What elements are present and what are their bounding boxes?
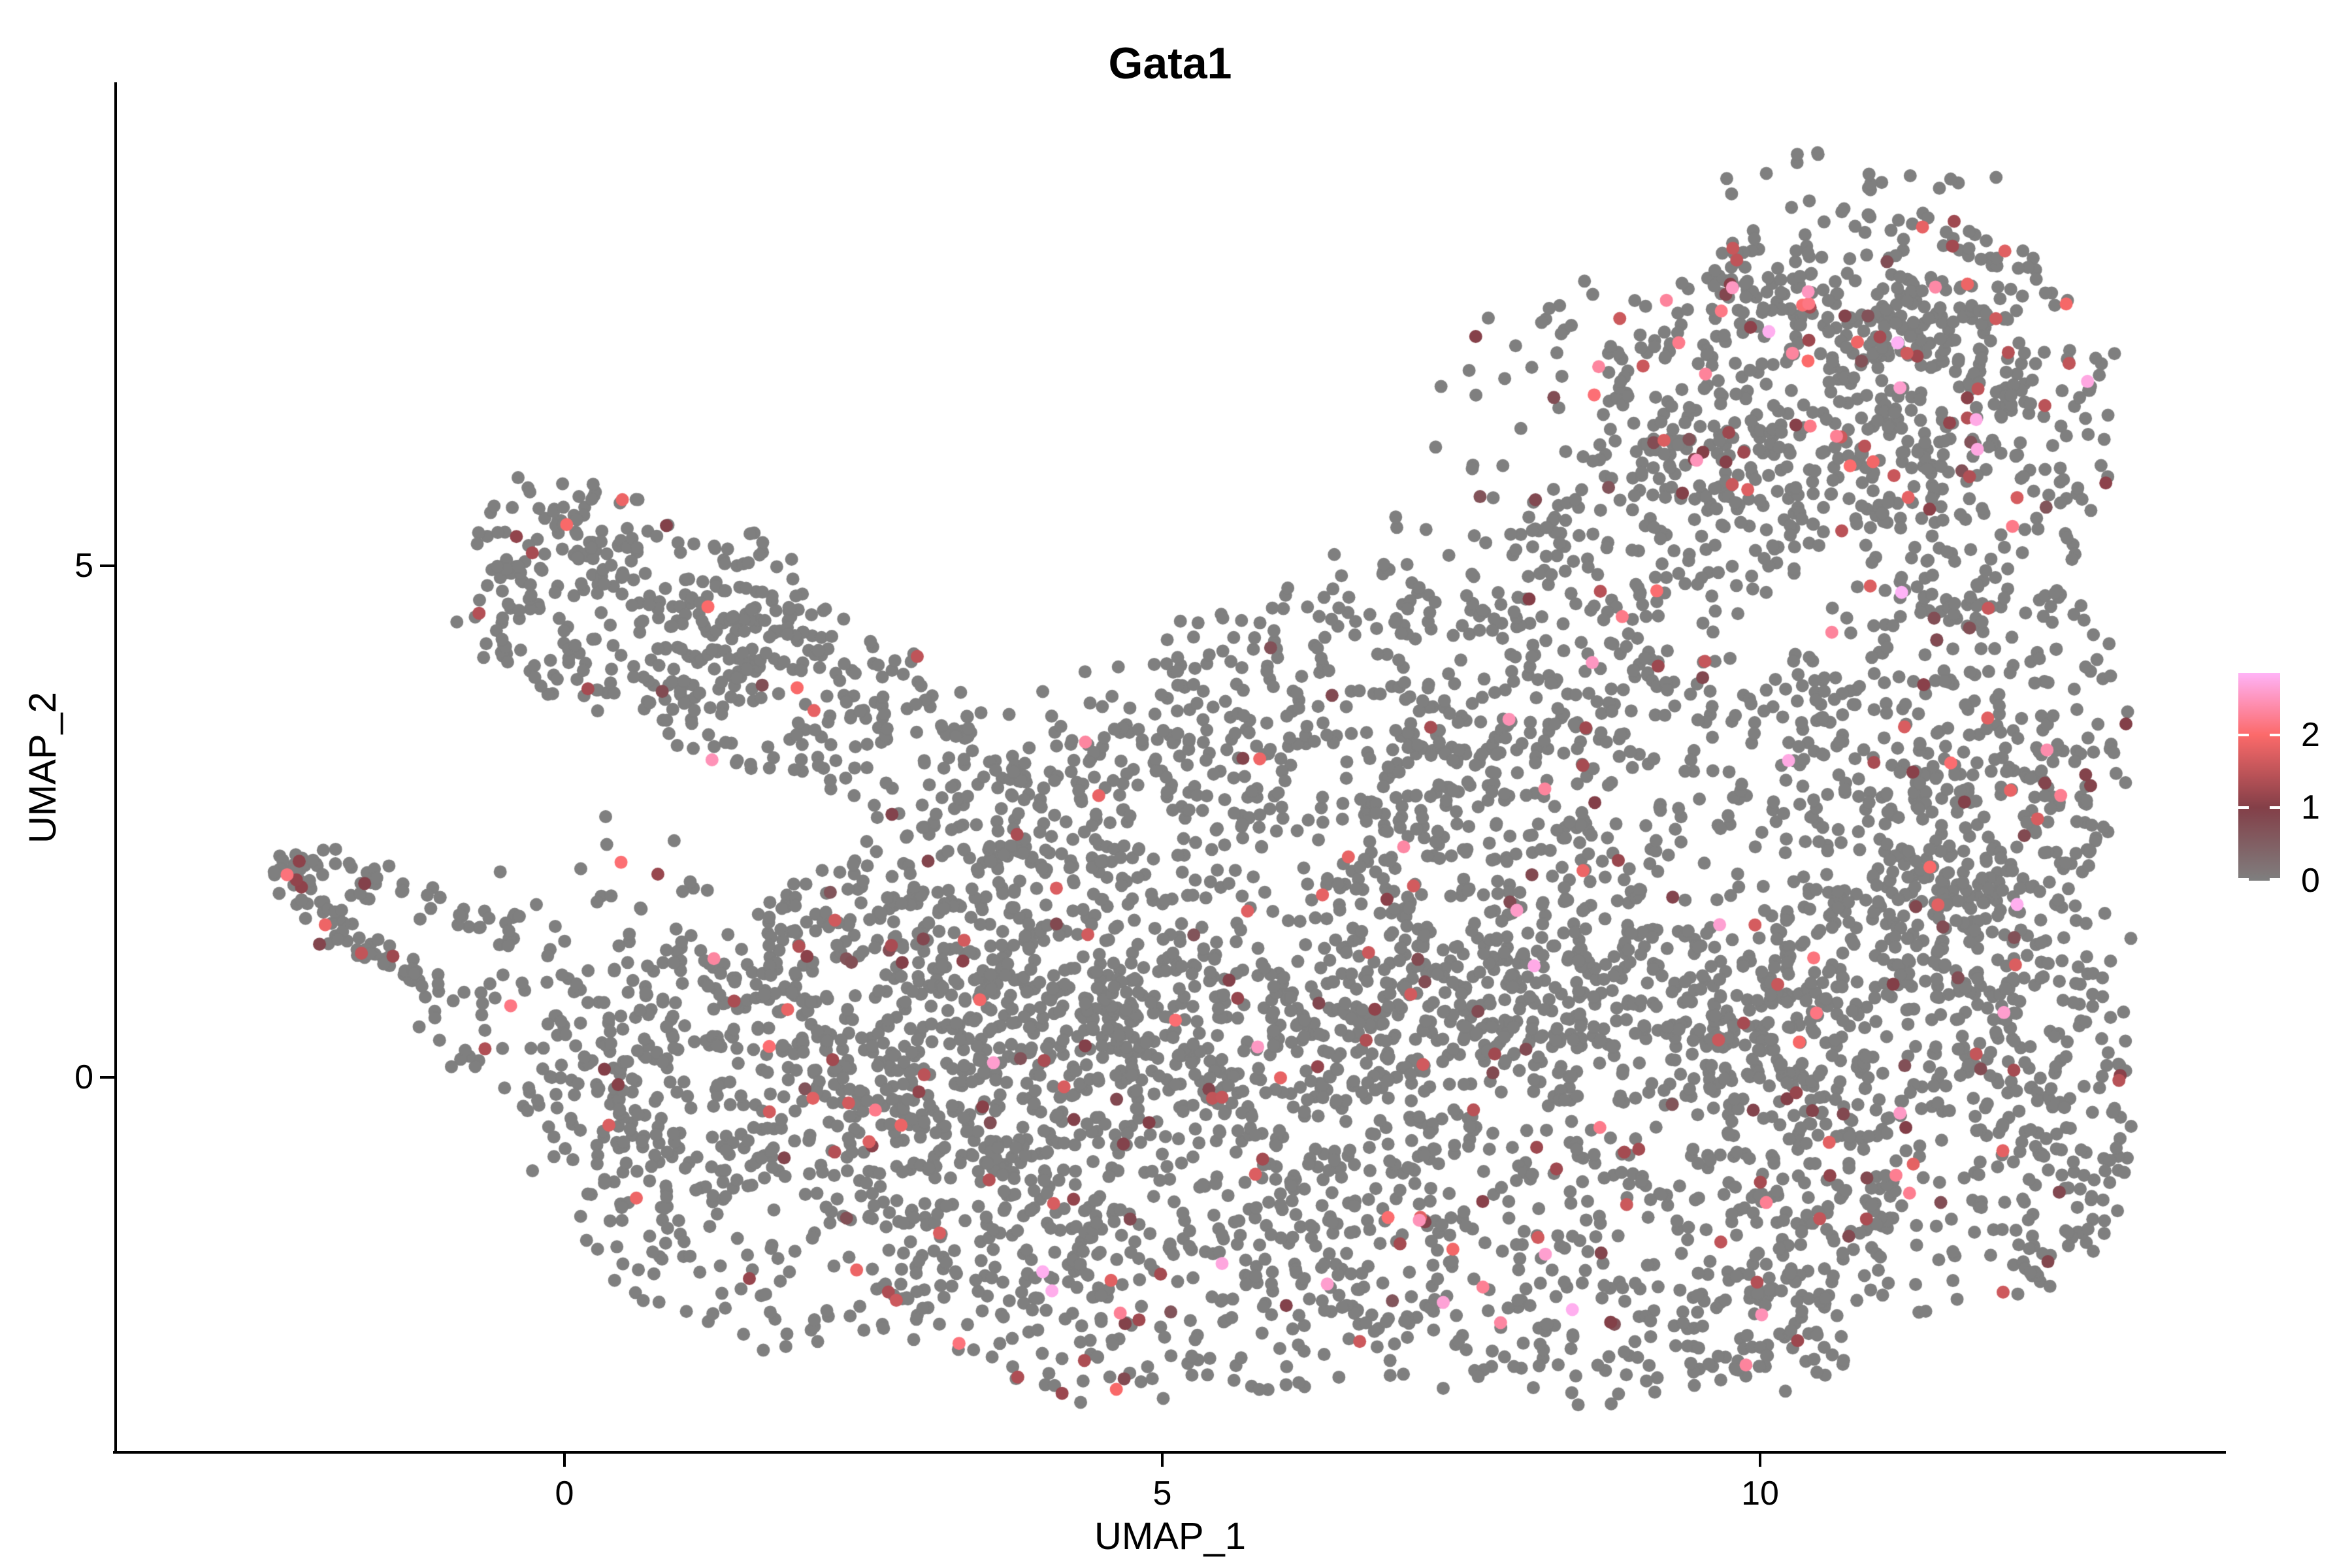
x-tick-label: 0 [555, 1475, 574, 1512]
colorbar-legend: 2 1 0 [2234, 666, 2352, 900]
y-tick-mark [100, 1076, 114, 1079]
x-tick-label: 10 [1741, 1475, 1779, 1512]
x-tick-mark [1161, 1454, 1164, 1467]
colorbar-label: 2 [2301, 715, 2320, 754]
plot-title: Gata1 [1108, 39, 1232, 88]
colorbar-tick-right [2270, 806, 2280, 809]
x-tick-label: 5 [1152, 1475, 1172, 1512]
y-tick-label: 0 [74, 1058, 93, 1096]
colorbar-tick-right [2270, 878, 2280, 881]
y-axis-line [114, 82, 117, 1454]
y-tick-label: 5 [74, 547, 93, 585]
colorbar-gradient [2238, 673, 2280, 881]
colorbar-tick-right [2270, 733, 2280, 736]
y-tick-mark [100, 564, 114, 567]
colorbar-label: 1 [2301, 789, 2320, 827]
x-axis-line [113, 1451, 2226, 1454]
x-tick-mark [1759, 1454, 1761, 1467]
colorbar-tick-left [2238, 733, 2249, 736]
x-axis-title: UMAP_1 [1094, 1515, 1247, 1558]
x-tick-mark [563, 1454, 566, 1467]
colorbar-label: 0 [2301, 862, 2320, 900]
colorbar-tick-left [2238, 878, 2249, 881]
colorbar-tick-left [2238, 806, 2249, 809]
y-axis-title: UMAP_2 [22, 691, 64, 844]
